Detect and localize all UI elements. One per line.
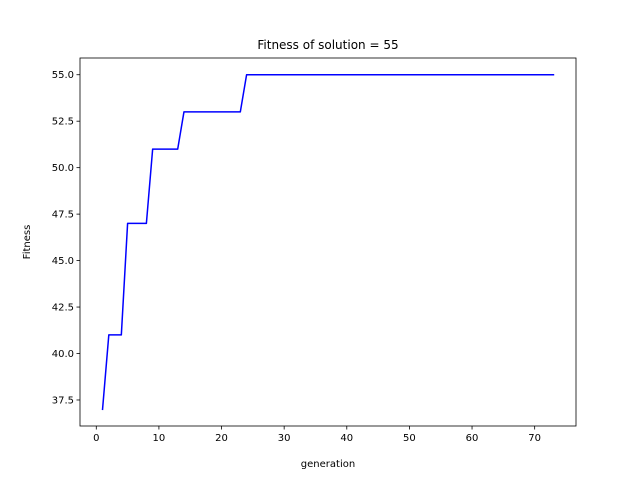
y-axis-label: Fitness bbox=[22, 225, 33, 260]
y-tick-label: 52.5 bbox=[52, 117, 74, 128]
x-axis-label: generation bbox=[301, 459, 355, 470]
x-tick-label: 40 bbox=[340, 433, 353, 444]
y-tick-label: 42.5 bbox=[52, 303, 74, 314]
chart-title: Fitness of solution = 55 bbox=[257, 38, 398, 52]
series-line-1 bbox=[101, 73, 555, 411]
axes-frame bbox=[79, 57, 577, 427]
y-tick-label: 47.5 bbox=[52, 210, 74, 221]
x-tick-label: 0 bbox=[93, 433, 99, 444]
y-tick-label: 45.0 bbox=[52, 256, 74, 267]
y-tick-label: 40.0 bbox=[52, 349, 74, 360]
x-tick-label: 20 bbox=[215, 433, 228, 444]
plot-area: 0 10 20 30 40 50 60 70 37.5 40.0 42.5 45.0 47.5 50.0 5… bbox=[52, 57, 577, 444]
x-tick-label: 30 bbox=[278, 433, 291, 444]
y-tick-label: 55.0 bbox=[52, 70, 74, 81]
x-tick-label: 70 bbox=[528, 433, 541, 444]
y-tick-label: 37.5 bbox=[52, 395, 74, 406]
x-tick-label: 50 bbox=[403, 433, 416, 444]
x-tick-label: 10 bbox=[153, 433, 166, 444]
x-tick-label: 60 bbox=[466, 433, 479, 444]
y-tick-label: 50.0 bbox=[52, 163, 74, 174]
